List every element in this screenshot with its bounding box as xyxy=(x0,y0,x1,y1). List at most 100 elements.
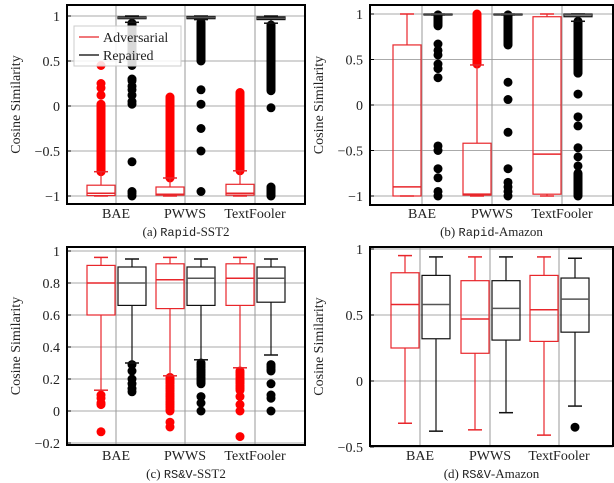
outlier-point xyxy=(127,191,137,201)
box-iqr xyxy=(390,272,420,349)
x-tick-label: PWWS xyxy=(164,449,206,464)
outlier-point xyxy=(433,64,443,74)
y-tick-label: −0.5 xyxy=(35,145,60,160)
outlier-point xyxy=(127,366,137,376)
outlier-point xyxy=(196,187,206,196)
outlier-point xyxy=(503,191,513,201)
outlier-point xyxy=(433,164,443,174)
caption-suffix: -Amazon xyxy=(491,466,540,481)
subplot-a: −1 −0.5 0 0.5 1 BAE PWWS TextFooler Cosine Simil… xyxy=(9,4,306,240)
outlier-point xyxy=(165,422,175,432)
outlier-point xyxy=(235,366,245,376)
outlier-point xyxy=(503,77,513,87)
caption-mono: RS&V xyxy=(164,468,194,482)
outlier-point xyxy=(433,39,443,49)
legend-box xyxy=(73,25,182,67)
box-repaired-bae xyxy=(117,258,147,397)
outlier-point xyxy=(196,99,206,109)
outlier-point xyxy=(235,392,245,402)
box-iqr xyxy=(560,277,590,333)
x-tick-label: PWWS xyxy=(471,207,513,222)
box-iqr xyxy=(86,264,116,316)
y-tick-label: −1 xyxy=(45,190,60,205)
x-tick-label: TextFooler xyxy=(224,449,286,464)
box-repaired-pwws xyxy=(186,15,216,196)
outlier-point xyxy=(165,92,175,102)
box-iqr xyxy=(392,44,422,197)
caption-mono: Rapid xyxy=(160,226,196,240)
y-tick-label: 1 xyxy=(53,10,60,25)
outlier-point xyxy=(196,85,206,95)
outlier-point xyxy=(573,161,583,171)
subplot-b: −1 −0.5 0 0.5 1 BAE PWWS TextFooler Cosine Simil… xyxy=(312,4,614,240)
x-tick-label: PWWS xyxy=(469,449,511,464)
outlier-point xyxy=(196,398,206,408)
outlier-point xyxy=(196,146,206,156)
outlier-point xyxy=(503,127,513,137)
caption-prefix: (b) xyxy=(440,224,458,239)
y-tick-label: 1 xyxy=(356,8,363,23)
y-axis-label: Cosine Similarity xyxy=(312,297,327,395)
legend: Adversarial Repaired xyxy=(73,25,182,67)
legend-label: Repaired xyxy=(103,49,154,64)
outlier-point xyxy=(235,406,245,416)
outlier-point xyxy=(127,90,137,100)
subplot-caption: (b) Rapid-Amazon xyxy=(440,224,543,240)
outlier-point xyxy=(503,95,513,105)
y-tick-label: 1 xyxy=(53,245,60,260)
box-repaired-textfooler xyxy=(560,257,590,432)
outlier-point xyxy=(266,360,276,370)
box-iqr xyxy=(186,266,216,307)
box-iqr xyxy=(532,16,562,195)
x-tick-label: TextFooler xyxy=(531,207,593,222)
y-tick-label: 0.5 xyxy=(43,55,61,70)
y-tick-label: −0.5 xyxy=(338,145,363,160)
outlier-point xyxy=(570,422,580,432)
outlier-point xyxy=(433,191,443,201)
box-iqr xyxy=(462,142,492,196)
subplot-caption: (d) RS&V-Amazon xyxy=(444,466,540,482)
caption-suffix: -SST2 xyxy=(196,224,229,239)
outlier-point xyxy=(96,427,106,437)
outlier-point xyxy=(266,393,276,403)
y-tick-label: 0.8 xyxy=(43,277,61,292)
outlier-point xyxy=(433,50,443,60)
axes-frame xyxy=(369,4,614,206)
y-tick-label: 0.6 xyxy=(43,309,61,324)
caption-prefix: (a) xyxy=(143,224,161,239)
caption-suffix: -SST2 xyxy=(193,466,226,481)
outlier-point xyxy=(196,392,206,402)
y-tick-label: 0 xyxy=(356,375,363,390)
box-iqr xyxy=(529,274,559,342)
box-iqr xyxy=(460,280,490,354)
y-tick-label: 0 xyxy=(53,100,60,115)
outlier-point xyxy=(573,121,583,131)
outlier-point xyxy=(127,387,137,397)
outlier-point xyxy=(573,168,583,178)
box-adversarial-pwws xyxy=(460,256,490,431)
outlier-point xyxy=(127,99,137,109)
x-tick-label: BAE xyxy=(406,449,434,464)
axes-frame xyxy=(369,246,614,447)
outlier-point xyxy=(573,112,583,122)
y-tick-label: −0.2 xyxy=(35,437,60,452)
outlier-point xyxy=(433,73,443,83)
outlier-point xyxy=(433,173,443,183)
box-adversarial-textfooler xyxy=(529,256,559,436)
outlier-point xyxy=(266,103,276,113)
outlier-point xyxy=(196,406,206,416)
box-iqr xyxy=(155,263,185,310)
outlier-point xyxy=(127,157,137,167)
box-adversarial-pwws xyxy=(462,9,492,197)
x-tick-label: BAE xyxy=(102,207,130,222)
y-tick-label: −0.5 xyxy=(338,441,363,456)
outlier-point xyxy=(196,124,206,133)
box-adversarial-bae xyxy=(390,254,420,424)
box-adversarial-bae xyxy=(392,13,422,197)
x-tick-label: BAE xyxy=(408,207,436,222)
box-repaired-bae xyxy=(423,10,453,201)
box-adversarial-textfooler xyxy=(225,256,255,442)
outlier-point xyxy=(266,406,276,416)
y-axis-label: Cosine Similarity xyxy=(9,297,24,395)
outlier-point xyxy=(266,379,276,389)
